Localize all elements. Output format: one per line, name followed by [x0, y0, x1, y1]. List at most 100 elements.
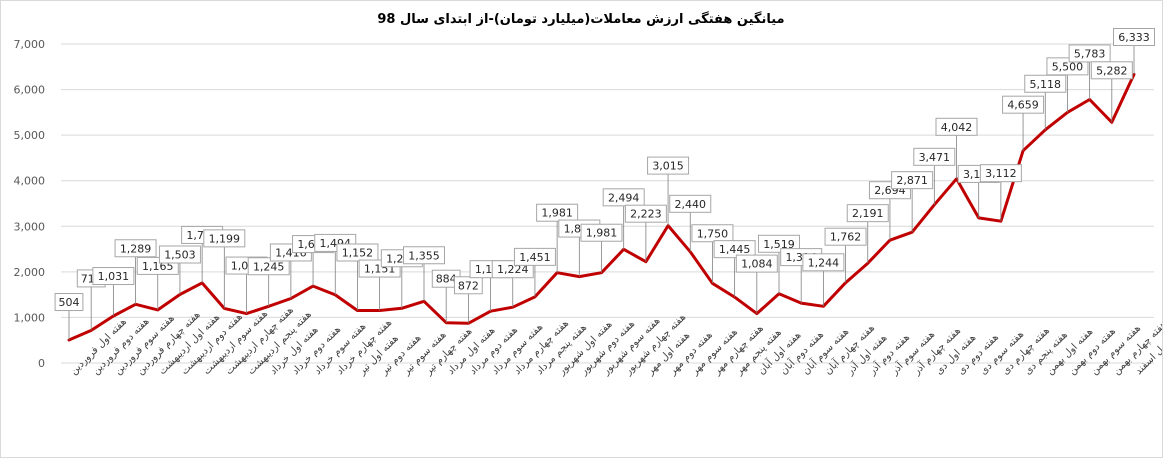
data-label-box: [536, 203, 579, 222]
data-label-text: 2,494: [608, 191, 640, 204]
data-label: 6,333: [1113, 28, 1155, 75]
data-label: 1,494: [314, 233, 357, 295]
data-label-box: [1024, 74, 1067, 93]
data-label-box: [513, 247, 556, 266]
data-label-box: [647, 156, 690, 175]
data-label-text: 884: [436, 273, 457, 286]
data-label-text: 2,440: [675, 198, 707, 211]
data-label: 3,112: [979, 164, 1022, 222]
data-label: 5,783: [1068, 44, 1111, 100]
data-label: 1,750: [691, 224, 734, 284]
data-label-box: [802, 253, 845, 272]
series-line-group: [67, 72, 1136, 342]
data-label-box: [1113, 28, 1155, 46]
data-label-box: [158, 245, 201, 264]
data-label-box: [935, 117, 978, 136]
data-label-text: 1,981: [586, 227, 618, 240]
data-label-text: 2,191: [852, 207, 884, 220]
data-label-box: [691, 224, 734, 243]
data-label: 1,981: [580, 223, 623, 273]
y-tick-label: 2,000: [14, 266, 46, 279]
data-label: 504: [54, 293, 84, 341]
data-label-text: 4,042: [941, 121, 973, 134]
data-label-box: [54, 293, 84, 312]
data-label-box: [624, 204, 667, 223]
y-axis-tick-labels: 0 1,000 2,000 3,000 4,000 5,000 6,000 7,000: [14, 38, 46, 370]
data-label-text: 2,223: [630, 208, 662, 221]
data-label-box: [1068, 44, 1111, 63]
data-label: 1,503: [158, 245, 201, 295]
data-label: 1,981: [536, 203, 579, 273]
data-label-box: [846, 204, 889, 223]
data-label-text: 1,503: [164, 249, 196, 262]
data-label-box: [336, 243, 379, 262]
data-label: 2,223: [624, 204, 667, 262]
data-label: 872: [453, 276, 483, 324]
data-label-text: 3,015: [652, 160, 684, 173]
data-label-box: [1090, 61, 1133, 80]
y-tick-label: 3,000: [14, 220, 46, 233]
data-label: 1,762: [824, 227, 867, 283]
data-label: 1,355: [403, 246, 445, 302]
data-label: 1,031: [92, 267, 135, 317]
data-label-text: 5,783: [1074, 47, 1106, 60]
data-label: 1,451: [513, 247, 556, 297]
data-label-box: [580, 223, 623, 242]
data-label-box: [453, 276, 483, 295]
data-label: 3,015: [647, 156, 690, 226]
data-label-box: [92, 267, 135, 286]
data-label-box: [1002, 95, 1045, 114]
data-label: 5,118: [1024, 74, 1067, 130]
data-label-box: [824, 227, 867, 246]
y-tick-label: 7,000: [14, 38, 46, 51]
data-label-text: 5,282: [1096, 64, 1128, 77]
data-label: 4,659: [1002, 95, 1045, 151]
data-label-text: 1,245: [253, 260, 285, 273]
data-label-text: 1,224: [497, 263, 529, 276]
y-tick-label: 5,000: [14, 129, 46, 142]
data-label: 1,445: [713, 240, 756, 298]
data-label: 2,191: [846, 204, 889, 264]
data-label-text: 872: [458, 279, 479, 292]
data-label-text: 1,355: [408, 249, 440, 262]
data-label-text: 1,152: [342, 247, 374, 260]
data-label: 1,199: [203, 229, 246, 309]
data-label-box: [247, 257, 290, 276]
data-label-box: [114, 239, 157, 258]
data-label-text: 6,333: [1118, 31, 1150, 44]
data-labels: 5047151,0311,2891,1651,5031,7571,1991,08…: [54, 28, 1155, 341]
data-label-text: 3,471: [919, 151, 951, 164]
data-label: 1,289: [114, 239, 157, 305]
data-label: 2,494: [602, 188, 645, 250]
data-label-text: 1,762: [830, 231, 862, 244]
data-label-text: 1,289: [120, 242, 152, 255]
data-label-text: 4,659: [1007, 99, 1039, 112]
data-label: 1,152: [336, 243, 379, 311]
data-label: 1,151: [358, 259, 401, 311]
data-label-text: 5,500: [1052, 60, 1084, 73]
data-label: 2,871: [891, 171, 934, 233]
data-label: 1,244: [802, 253, 845, 307]
data-label-text: 1,451: [519, 251, 551, 264]
data-label-box: [758, 234, 800, 253]
data-label-text: 2,871: [896, 174, 928, 187]
y-tick-label: 0: [38, 357, 45, 370]
data-label: 1,245: [247, 257, 290, 307]
data-label-text: 1,445: [719, 243, 751, 256]
chart-title: میانگین هفتگی ارزش معاملات(میلیارد تومان…: [377, 11, 784, 27]
data-label: 1,519: [758, 234, 800, 294]
y-tick-label: 6,000: [14, 84, 46, 97]
data-label: 5,282: [1090, 61, 1133, 123]
data-label-text: 1,199: [209, 232, 241, 245]
data-label-text: 1,244: [808, 256, 840, 269]
data-label-text: 1,084: [741, 258, 773, 271]
data-label-text: 3,112: [985, 167, 1017, 180]
data-label: 2,440: [669, 194, 712, 252]
data-label: 1,165: [136, 256, 179, 310]
data-label-box: [979, 164, 1022, 183]
data-label-box: [735, 254, 778, 273]
data-label-box: [203, 229, 246, 248]
